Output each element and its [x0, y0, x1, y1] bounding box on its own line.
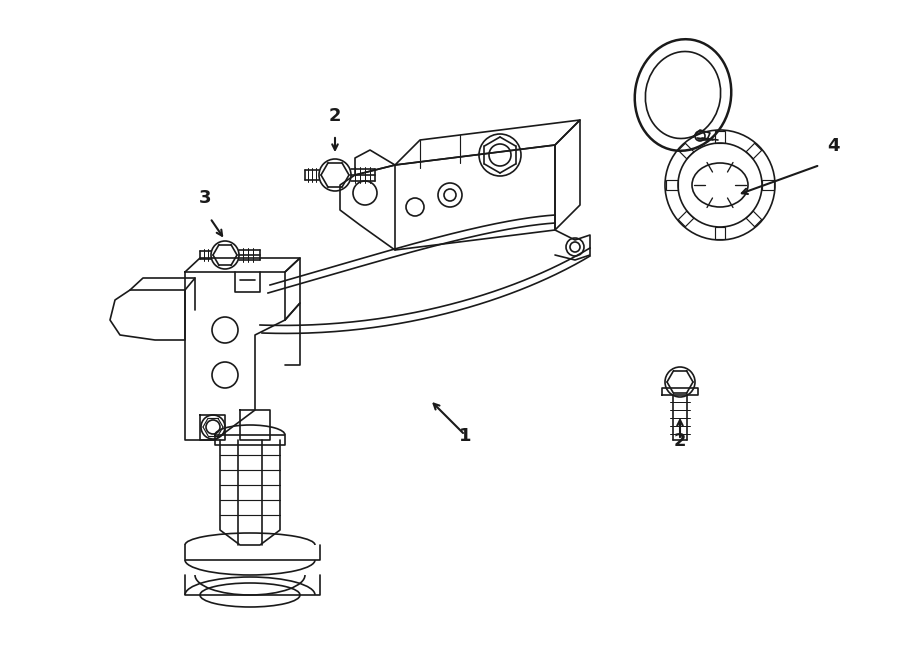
Text: 2: 2 — [328, 107, 341, 125]
Text: 1: 1 — [459, 427, 472, 445]
Text: 2: 2 — [674, 432, 686, 450]
Text: 4: 4 — [827, 137, 839, 155]
Text: 3: 3 — [199, 189, 212, 207]
